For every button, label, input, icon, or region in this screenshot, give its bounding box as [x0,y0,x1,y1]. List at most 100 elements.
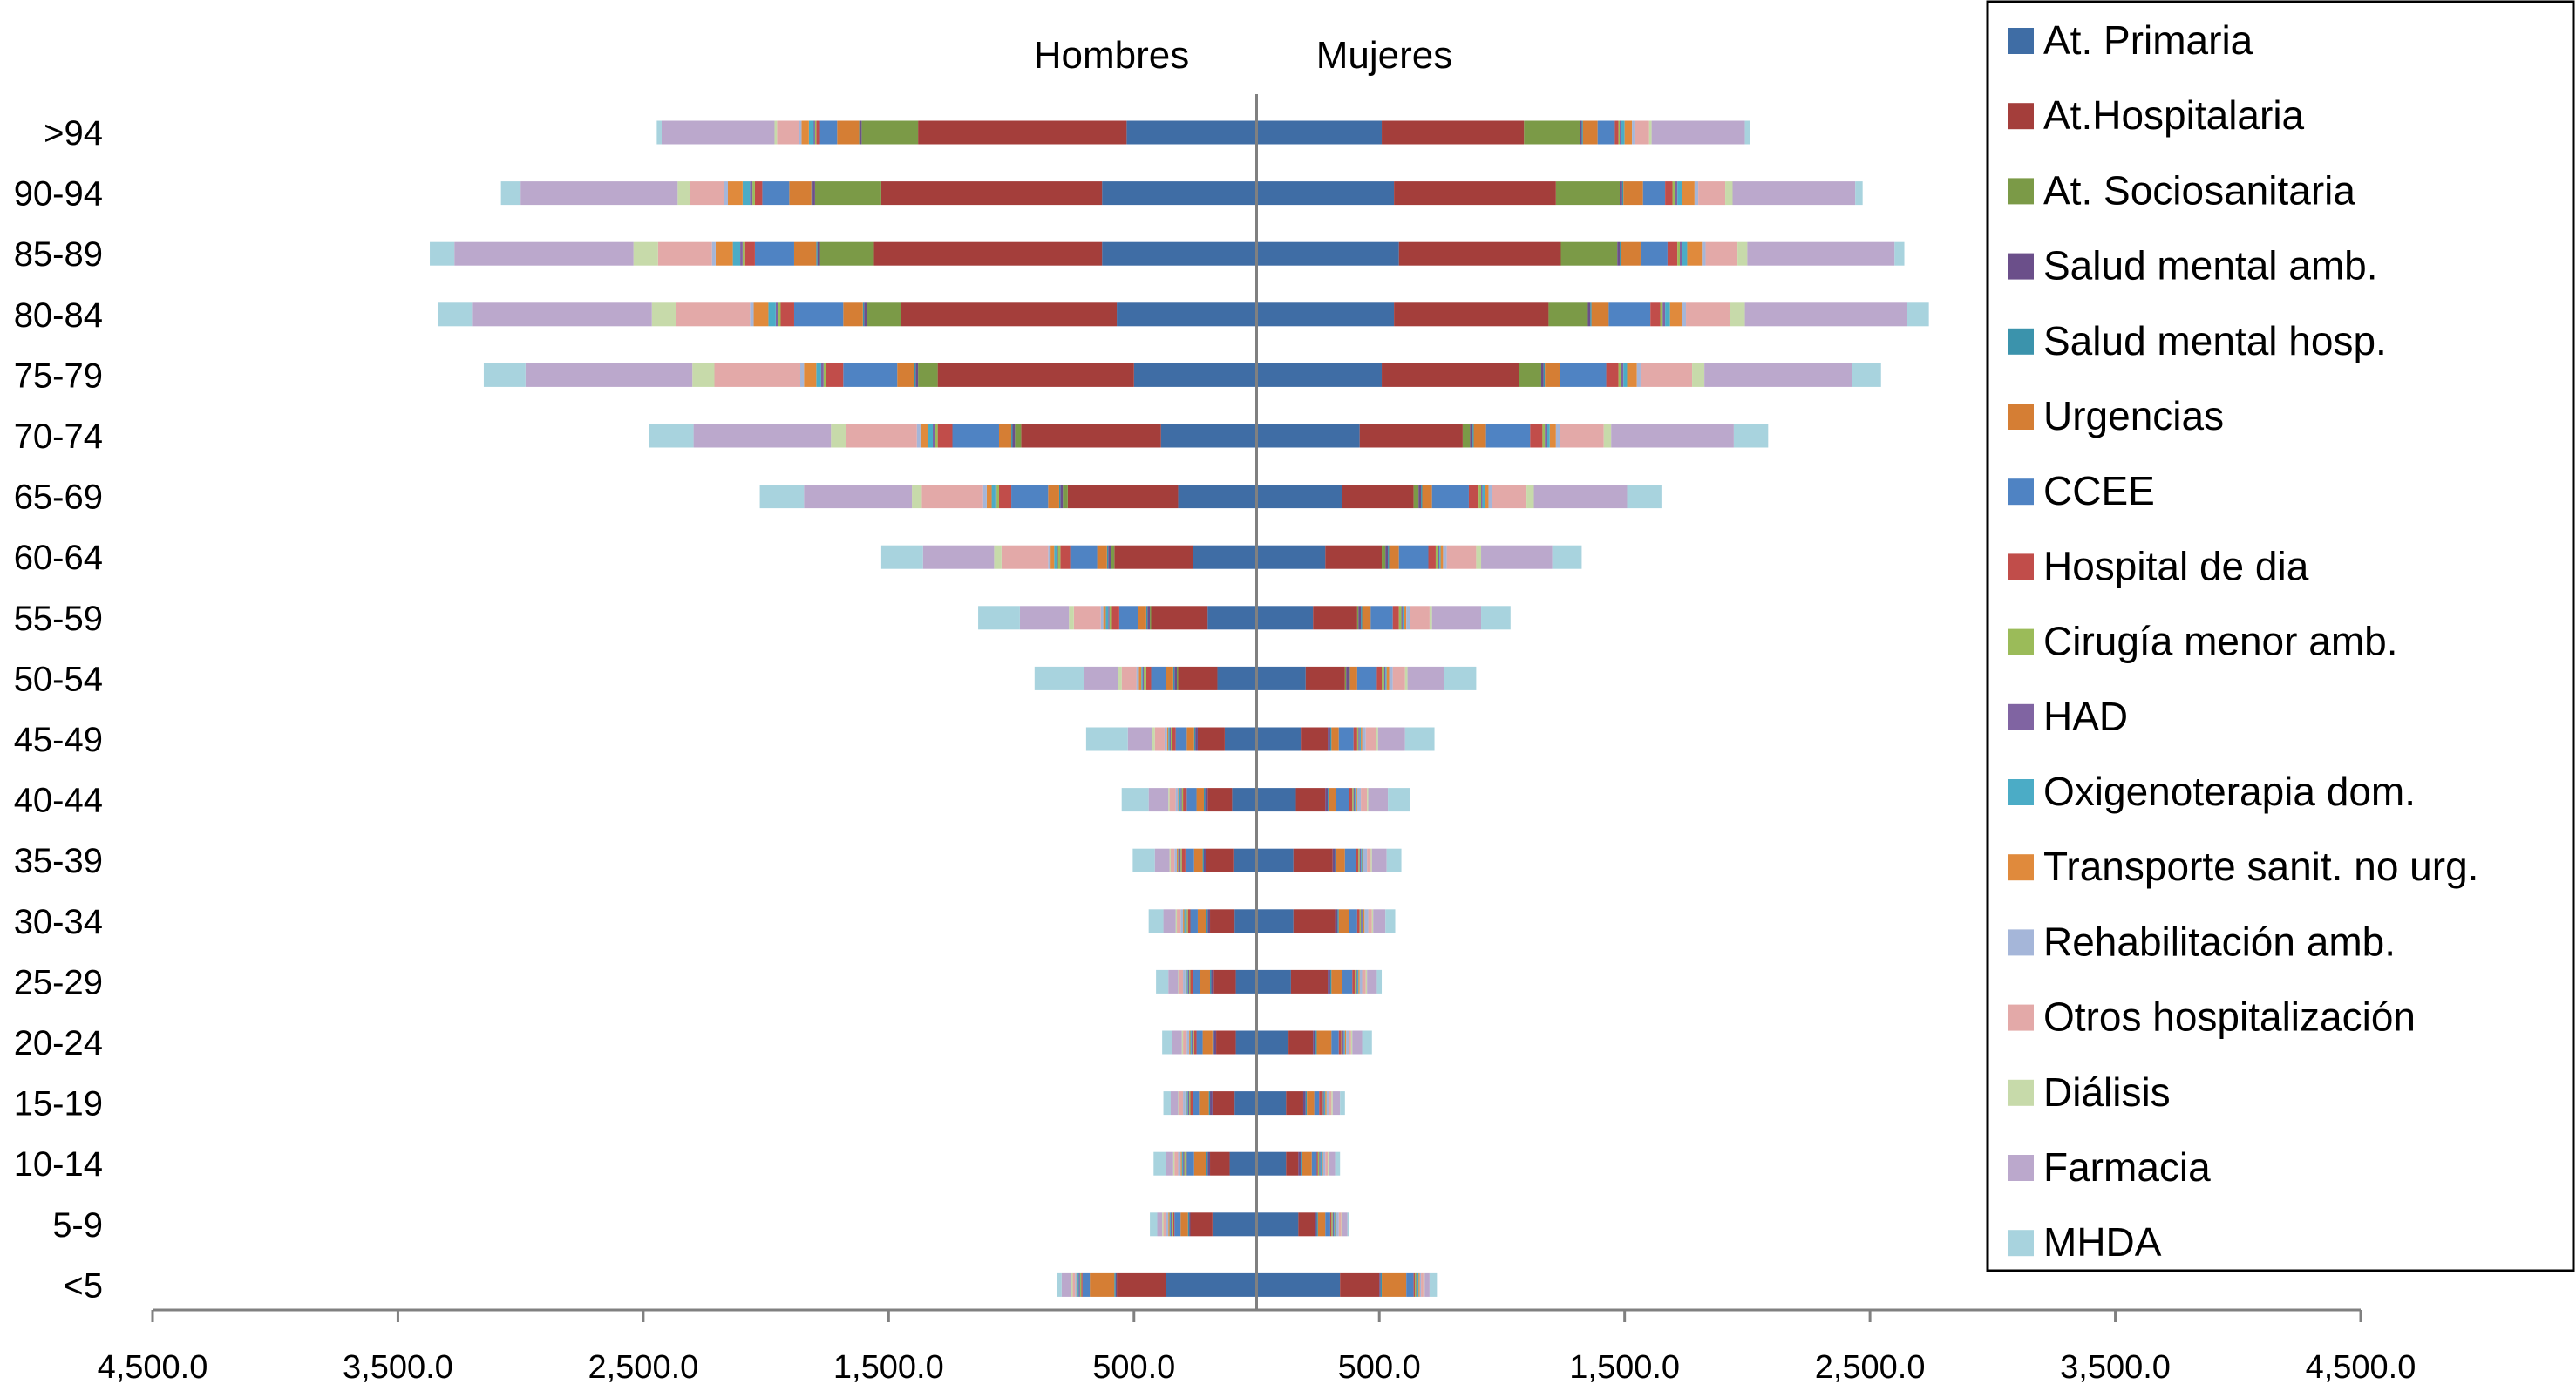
bar-mujeres-45-49-HAD [1358,727,1360,751]
bar-mujeres-60-64-Salud mental amb. [1385,545,1389,569]
bar-mujeres-80-84-Urgencias [1591,302,1609,327]
bar-hombres-65-69-Farmacia [804,485,913,509]
bar-mujeres-80-84-At.Hospitalaria [1394,302,1549,327]
bar-mujeres-15-19-HAD [1322,1091,1324,1116]
bar-hombres-25-29-Rehabilitación amb. [1183,969,1186,994]
bar-hombres-65-69-Salud mental hosp. [1058,485,1061,509]
bar-hombres-85-89-Salud mental hosp. [816,241,818,266]
bar-hombres-50-54-MHDA [1034,666,1084,690]
bar-mujeres-5-9-At.Hospitalaria [1298,1212,1316,1237]
bar-hombres-80-84-Cirugía menor amb. [778,302,781,327]
bar-mujeres-85-89-Farmacia [1747,241,1895,266]
category-label: 60-64 [14,539,103,577]
bar-mujeres->94-HAD [1620,120,1621,145]
bar-hombres-60-64-At. Primaria [1193,545,1257,569]
bar-mujeres-10-14-Salud mental amb. [1298,1151,1302,1176]
bar-mujeres-50-54-Transporte sanit. no urg. [1386,666,1390,690]
bar-mujeres->94-Diálisis [1648,120,1652,145]
bar-mujeres-40-44-Diálisis [1367,788,1369,812]
bar-mujeres-65-69-Oxigenoterapia dom. [1482,485,1485,509]
bar-mujeres-20-24-At.Hospitalaria [1288,1030,1314,1055]
bar-hombres-90-94-Otros hospitalización [690,181,724,206]
bar-hombres->94-Diálisis [774,120,778,145]
bar-hombres-90-94-Cirugía menor amb. [752,181,755,206]
bar-hombres-80-84-Farmacia [472,302,652,327]
bar-mujeres-75-79-Salud mental hosp. [1543,363,1546,387]
bar-hombres-35-39-Farmacia [1154,848,1170,872]
bar-hombres->94-Rehabilitación amb. [799,120,802,145]
bar-mujeres-45-49-MHDA [1404,727,1435,751]
bar-mujeres-65-69-Rehabilitación amb. [1488,485,1492,509]
bar-mujeres->94-Rehabilitación amb. [1632,120,1635,145]
bar-hombres-5-9-CCEE [1174,1212,1181,1237]
bar-hombres-60-64-Oxigenoterapia dom. [1054,545,1057,569]
bar-hombres-45-49-Cirugía menor amb. [1170,727,1172,751]
bar-hombres-25-29-CCEE [1193,969,1200,994]
bar-hombres-90-94-At. Primaria [1102,181,1257,206]
bar-hombres-5-9-MHDA [1150,1212,1158,1237]
bar-hombres-45-49-Salud mental hosp. [1193,727,1196,751]
bar-mujeres-80-84-MHDA [1907,302,1929,327]
bar-hombres-70-74-Cirugía menor amb. [935,424,938,448]
bar-hombres-<5-HAD [1078,1272,1080,1297]
bar-mujeres-25-29-Hospital de dia [1352,969,1356,994]
bar-hombres-35-39-Diálisis [1169,848,1171,872]
bar-mujeres-35-39-CCEE [1344,848,1356,872]
bar-hombres->94-CCEE [819,120,838,145]
bar-mujeres-60-64-Urgencias [1389,545,1399,569]
bar-mujeres-15-19-MHDA [1340,1091,1345,1116]
bar-mujeres-<5-Hospital de dia [1413,1272,1416,1297]
bar-hombres-40-44-Transporte sanit. no urg. [1178,788,1179,812]
bar-hombres-5-9-At. Primaria [1212,1212,1257,1237]
bar-hombres-80-84-Rehabilitación amb. [750,302,754,327]
bar-mujeres-55-59-CCEE [1370,606,1393,630]
bar-mujeres-10-14-Oxigenoterapia dom. [1320,1151,1322,1176]
bar-hombres-75-79-Cirugía menor amb. [823,363,826,387]
bar-mujeres-55-59-Salud mental hosp. [1361,606,1363,630]
bar-hombres-70-74-Rehabilitación amb. [916,424,921,448]
bar-hombres-50-54-HAD [1142,666,1145,690]
bar-mujeres-75-79-Farmacia [1704,363,1852,387]
legend-swatch [2008,103,2034,130]
bar-mujeres-90-94-MHDA [1855,181,1863,206]
bar-mujeres-40-44-Otros hospitalización [1361,788,1368,812]
bar-hombres-45-49-Salud mental amb. [1195,727,1198,751]
bar-hombres-45-49-Hospital de dia [1172,727,1176,751]
bar-hombres-85-89-Oxigenoterapia dom. [732,241,741,266]
side-label-mujeres: Mujeres [1316,34,1453,77]
bar-mujeres-20-24-Transporte sanit. no urg. [1344,1030,1347,1055]
bar-hombres-60-64-Salud mental amb. [1108,545,1111,569]
bar-mujeres-65-69-Salud mental hosp. [1421,485,1423,509]
bar-mujeres-80-84-Otros hospitalización [1686,302,1730,327]
bar-hombres-75-79-At. Primaria [1133,363,1257,387]
bar-hombres-5-9-At.Hospitalaria [1190,1212,1213,1237]
bar-mujeres-80-84-Transporte sanit. no urg. [1669,302,1682,327]
bar-mujeres-40-44-Farmacia [1368,788,1389,812]
bar-hombres-55-59-Diálisis [1069,606,1074,630]
bar-hombres-50-54-Urgencias [1166,666,1173,690]
legend-swatch [2008,178,2034,205]
bar-hombres-15-19-Oxigenoterapia dom. [1186,1091,1188,1116]
bar-mujeres-85-89-Hospital de dia [1667,241,1678,266]
bar-mujeres-20-24-Oxigenoterapia dom. [1343,1030,1345,1055]
bar-hombres-40-44-CCEE [1186,788,1197,812]
bar-mujeres-15-19-CCEE [1314,1091,1320,1116]
bar-mujeres-10-14-At.Hospitalaria [1286,1151,1299,1176]
bar-hombres-85-89-Urgencias [793,241,817,266]
bar-mujeres-70-74-At. Primaria [1256,424,1360,448]
bar-mujeres-85-89-Cirugía menor amb. [1677,241,1680,266]
bar-mujeres-50-54-Oxigenoterapia dom. [1385,666,1387,690]
bar-hombres-40-44-Otros hospitalización [1169,788,1176,812]
bar-hombres-35-39-Salud mental hosp. [1202,848,1204,872]
bar-hombres-85-89-MHDA [430,241,455,266]
bar-hombres-60-64-Farmacia [922,545,995,569]
bar-mujeres-55-59-At. Sociosanitaria [1356,606,1359,630]
bar-hombres-40-44-Rehabilitación amb. [1175,788,1179,812]
bar-hombres-25-29-Urgencias [1200,969,1211,994]
bar-mujeres-5-9-Oxigenoterapia dom. [1334,1212,1336,1237]
bar-mujeres-45-49-Salud mental amb. [1328,727,1330,751]
legend: At. Primaria At.Hospitalaria At. Sociosani… [1986,0,2575,1272]
bar-mujeres-65-69-Hospital de dia [1468,485,1479,509]
bar-hombres->94-Hospital de dia [816,120,820,145]
